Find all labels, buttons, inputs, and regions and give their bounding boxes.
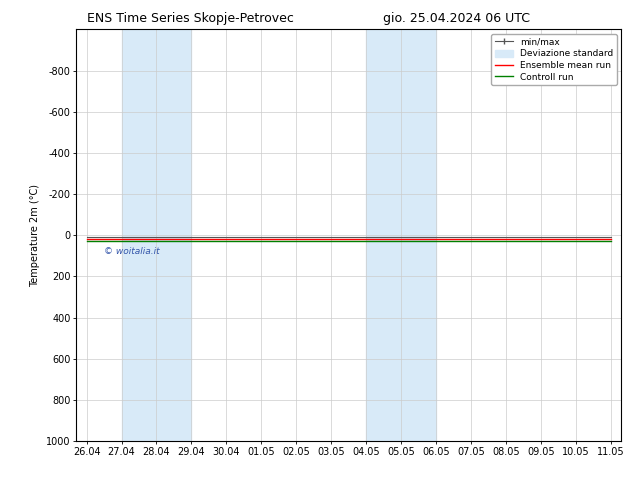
Bar (122, 29, 191, 441)
Y-axis label: Temperature 2m (°C): Temperature 2m (°C) (30, 184, 41, 287)
Text: © woitalia.it: © woitalia.it (104, 246, 160, 255)
Bar (366, 29, 436, 441)
Text: gio. 25.04.2024 06 UTC: gio. 25.04.2024 06 UTC (383, 12, 530, 25)
Legend: min/max, Deviazione standard, Ensemble mean run, Controll run: min/max, Deviazione standard, Ensemble m… (491, 34, 617, 85)
Text: ENS Time Series Skopje-Petrovec: ENS Time Series Skopje-Petrovec (87, 12, 294, 25)
